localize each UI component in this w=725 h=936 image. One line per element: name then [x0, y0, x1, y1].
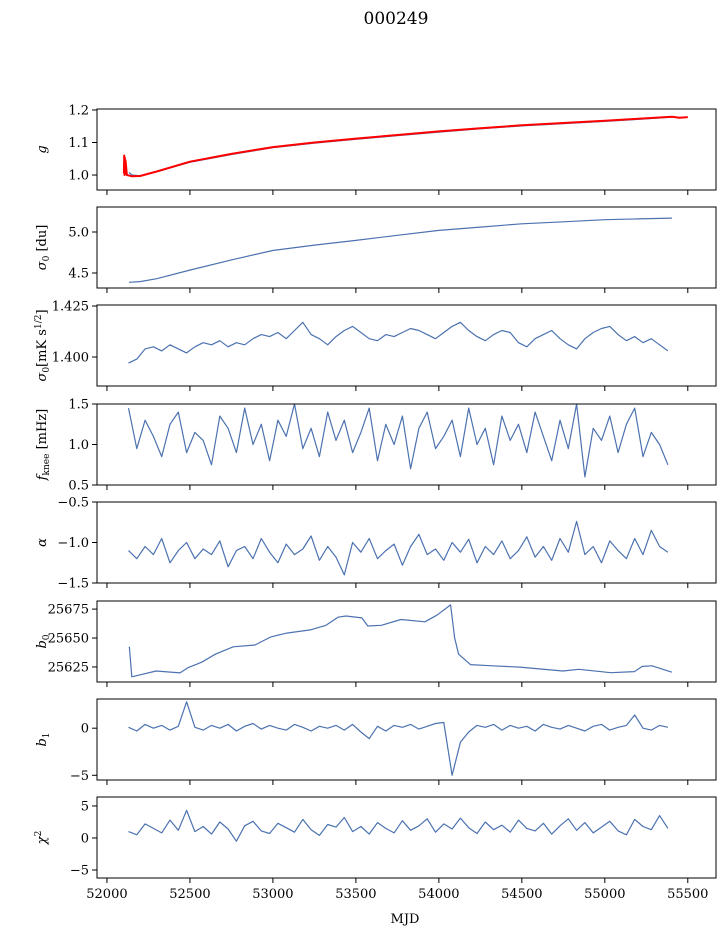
panel-4: −1.5 −1.0 −0.5 α	[35, 496, 717, 592]
y-axis-label-part: σ	[35, 260, 50, 270]
series-line-data	[128, 520, 669, 576]
figure-title: 000249	[364, 9, 429, 29]
x-tick-label: 55000	[584, 887, 625, 902]
y-axis-label-part: σ	[35, 372, 50, 382]
y-axis-label-part: 0	[42, 634, 52, 640]
y-axis-label: χ2	[34, 831, 50, 846]
y-tick-label: 5.0	[68, 226, 89, 241]
y-tick-label: 1.0	[68, 438, 89, 453]
series-line-model	[122, 115, 688, 178]
x-tick-label: 54000	[418, 887, 459, 902]
y-tick-label: 25675	[48, 603, 89, 618]
series-line-data	[128, 604, 673, 678]
x-tick-label: 52500	[169, 887, 210, 902]
y-tick-label: 5	[81, 799, 89, 814]
y-tick-label: −1.5	[57, 577, 89, 592]
y-axis-label-part: b	[35, 738, 50, 746]
panel-6: −5 0 b1	[35, 698, 717, 785]
y-axis-label: σ0[mK s1/2]	[34, 309, 52, 381]
y-axis-label-part: 0	[42, 367, 52, 373]
series-line-data	[128, 116, 672, 177]
y-axis-label-part: [du]	[35, 225, 50, 256]
y-axis-label: b1	[35, 732, 52, 746]
series-line-data	[128, 701, 669, 776]
series-line-data	[127, 404, 669, 478]
series-line-data	[128, 217, 672, 283]
y-axis-label-part: b	[35, 640, 50, 648]
y-axis-label-part: g	[35, 145, 50, 153]
x-axis-label: MJD	[391, 912, 420, 927]
y-tick-label: 0.5	[68, 479, 89, 494]
y-axis-label-part: f	[35, 473, 50, 481]
axes-frame	[96, 600, 717, 683]
series-line-data	[128, 809, 669, 842]
axes-frame	[96, 108, 717, 191]
y-tick-label: 0	[81, 831, 89, 846]
y-tick-label: 1.1	[68, 136, 89, 151]
y-axis-label: α	[35, 538, 50, 547]
x-tick-label: 53500	[335, 887, 376, 902]
axes-frame	[96, 206, 717, 289]
y-axis-label-part: [mK s	[35, 329, 50, 367]
panel-1: 4.5 5.0 σ0 [du]	[35, 206, 717, 293]
y-axis-label-part: α	[35, 538, 50, 547]
axes-frame	[96, 796, 717, 879]
panel-3: 0.5 1.0 1.5 fknee [mHz]	[35, 398, 717, 494]
y-axis-label-part: ]	[35, 309, 50, 314]
y-axis-label-part: χ	[35, 835, 50, 845]
y-axis-label: g	[35, 145, 50, 153]
x-tick-label: 55500	[667, 887, 708, 902]
axes-frame	[96, 698, 717, 781]
panel-7: −5 0 5 52000 52500 53000 53500 54000 54500 55000 5…	[34, 796, 717, 902]
x-tick-label: 52000	[86, 887, 127, 902]
panel-5: 25625 25650 25675 b0	[35, 600, 717, 687]
y-tick-label: 1.2	[68, 103, 89, 118]
axes-frame	[96, 304, 717, 387]
y-tick-label: −5	[70, 863, 89, 878]
y-axis-label-part: [mHz]	[35, 409, 50, 454]
y-tick-label: −0.5	[57, 496, 89, 511]
x-tick-label: 54500	[501, 887, 542, 902]
y-axis-label-part: 0	[42, 255, 52, 261]
y-tick-label: 25650	[48, 632, 89, 647]
axes-frame	[96, 501, 717, 584]
y-tick-label: −1.0	[57, 536, 89, 551]
y-tick-label: 1.5	[68, 398, 89, 413]
series-line-data	[128, 321, 669, 364]
y-axis-label: b0	[35, 634, 52, 648]
y-axis-label-part: 1/2	[34, 315, 44, 329]
y-tick-label: 4.5	[68, 266, 89, 281]
y-axis-label: σ0 [du]	[35, 225, 52, 271]
y-axis-label: fknee [mHz]	[35, 409, 52, 482]
y-axis-label-part: 2	[34, 831, 44, 837]
y-tick-label: −5	[70, 769, 89, 784]
y-tick-label: 25625	[48, 660, 89, 675]
y-tick-label: 1.0	[68, 169, 89, 184]
y-tick-label: 1.425	[52, 300, 89, 315]
y-tick-label: 0	[81, 722, 89, 737]
y-axis-label-part: 1	[42, 732, 52, 738]
x-tick-label: 53000	[252, 887, 293, 902]
panel-0: 1.0 1.1 1.2 g	[35, 103, 717, 195]
y-tick-label: 1.400	[52, 351, 89, 366]
y-axis-label-part: knee	[42, 454, 52, 476]
